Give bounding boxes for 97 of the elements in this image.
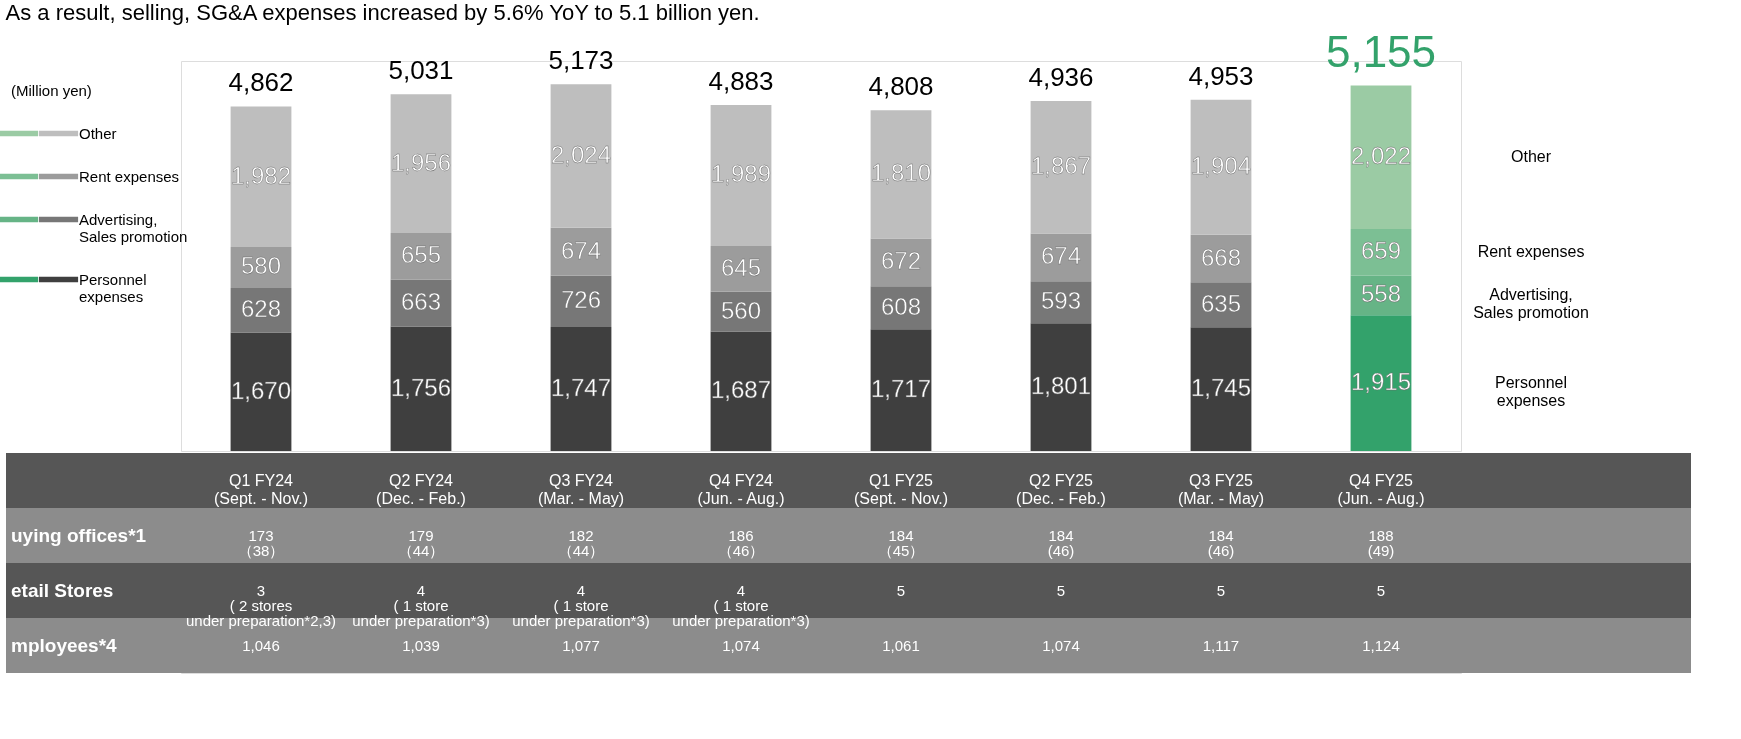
bar — [390, 94, 452, 234]
text: 1,124 — [1362, 636, 1400, 654]
total-label: 4,953 — [1188, 60, 1254, 91]
text: 184 (46) — [1207, 526, 1235, 559]
text: (Million yen) — [11, 82, 92, 99]
text: 173 （38） — [237, 526, 285, 559]
data-label: 674 — [560, 236, 602, 264]
text: 1,074 — [722, 636, 760, 654]
data-label: 1,717 — [870, 375, 932, 403]
total-label: 4,808 — [868, 71, 934, 102]
text: 4 ( 1 store under preparation*3) — [352, 581, 490, 629]
bar — [1350, 315, 1412, 451]
text: mployees*4 — [11, 634, 118, 656]
text: 1,046 — [242, 636, 280, 654]
data-label: 635 — [1200, 289, 1242, 317]
data-label: 674 — [1040, 242, 1082, 270]
bar — [1030, 323, 1092, 451]
data-label: 663 — [400, 287, 442, 315]
legend-label: Rent expenses — [79, 167, 180, 185]
x-tick-label: Q4 FY24 (Jun. - Aug.) — [697, 471, 785, 507]
bar — [390, 326, 452, 451]
data-label: 645 — [720, 253, 762, 281]
data-label: 2,022 — [1350, 142, 1412, 170]
bar — [710, 331, 772, 451]
total-label: 5,173 — [548, 45, 614, 76]
text: 1,077 — [562, 636, 600, 654]
bar — [870, 110, 932, 239]
text: Rent expenses — [1477, 243, 1585, 261]
data-label: 1,801 — [1030, 372, 1092, 400]
data-label: 593 — [1040, 287, 1082, 315]
data-label: 2,024 — [550, 141, 612, 169]
text: 5 — [1376, 581, 1386, 599]
text: Advertising, Sales promotion — [1473, 286, 1589, 322]
x-tick-label: Q3 FY25 (Mar. - May) — [1177, 471, 1265, 507]
x-tick-label: Q3 FY24 (Mar. - May) — [537, 471, 625, 507]
bar — [1190, 99, 1252, 235]
data-label: 1,670 — [230, 376, 292, 404]
data-label: 1,747 — [550, 374, 612, 402]
bar — [230, 106, 292, 247]
text: 182 （44） — [557, 526, 605, 559]
data-label: 672 — [880, 247, 922, 275]
x-tick-label: Q4 FY25 (Jun. - Aug.) — [1337, 471, 1425, 507]
data-label: 1,745 — [1190, 374, 1252, 402]
bar — [550, 327, 612, 451]
text: 184 （45） — [877, 526, 925, 559]
bar — [230, 332, 292, 451]
text: 1,074 — [1042, 636, 1080, 654]
data-label: 659 — [1360, 237, 1402, 265]
total-label: 4,883 — [708, 65, 774, 96]
text: etail Stores — [11, 579, 114, 601]
legend-label: Other — [79, 124, 117, 142]
total-label: 4,936 — [1028, 62, 1094, 93]
bar — [550, 84, 612, 228]
text: 186 （46） — [717, 526, 765, 559]
text: 188 (49) — [1367, 526, 1395, 559]
text: 184 (46) — [1047, 526, 1075, 559]
text: 4 ( 1 store under preparation*3) — [512, 581, 650, 629]
data-label: 558 — [1360, 280, 1402, 308]
data-label: 655 — [400, 241, 442, 269]
data-label: 1,956 — [390, 148, 452, 176]
text: Personnel expenses — [1494, 374, 1568, 410]
bar — [1350, 85, 1412, 229]
text: Other — [1510, 148, 1552, 166]
chart-title: As a result, selling, SG&A expenses increased by 5.6% YoY to 5.1 billion yen. — [5, 0, 760, 26]
x-tick-label: Q2 FY25 (Dec. - Feb.) — [1016, 471, 1106, 507]
total-label: 5,155 — [1325, 26, 1437, 76]
data-label: 1,687 — [710, 376, 772, 404]
data-label: 1,915 — [1350, 368, 1412, 396]
total-label: 4,862 — [228, 67, 294, 98]
text: uying offices*1 — [11, 524, 147, 546]
total-label: 5,031 — [388, 55, 454, 86]
data-label: 560 — [720, 296, 762, 324]
bar — [710, 104, 772, 246]
data-label: 608 — [880, 292, 922, 320]
text: 4 ( 1 store under preparation*3) — [672, 581, 810, 629]
data-label: 1,756 — [390, 373, 452, 401]
bar — [1030, 101, 1092, 234]
x-tick-label: Q2 FY24 (Dec. - Feb.) — [376, 471, 466, 507]
bar — [1190, 327, 1252, 451]
text: 1,039 — [402, 636, 440, 654]
bar — [870, 329, 932, 451]
data-label: 1,982 — [230, 161, 292, 189]
data-label: 726 — [560, 286, 602, 314]
data-label: 628 — [240, 295, 282, 323]
x-tick-label: Q1 FY24 (Sept. - Nov.) — [214, 471, 308, 507]
text: 1,117 — [1202, 636, 1240, 654]
x-tick-label: Q1 FY25 (Sept. - Nov.) — [854, 471, 948, 507]
text: 5 — [896, 581, 906, 599]
legend-label: Personnel expenses — [79, 270, 147, 305]
text: 1,061 — [882, 636, 920, 654]
text: 3 ( 2 stores under preparation*2,3) — [185, 581, 337, 629]
text: 5 — [1056, 581, 1066, 599]
data-label: 1,867 — [1030, 152, 1092, 180]
text: 5 — [1216, 581, 1226, 599]
data-label: 668 — [1200, 243, 1242, 271]
text: 179 （44） — [397, 526, 445, 559]
legend-label: Advertising, Sales promotion — [79, 210, 188, 245]
